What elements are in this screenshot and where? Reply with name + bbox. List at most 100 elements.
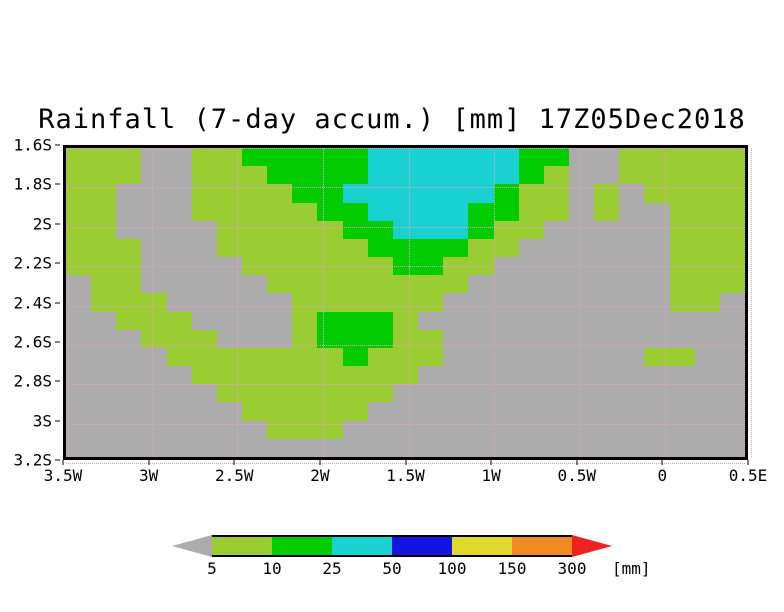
heatmap-cell-r11-c12 xyxy=(368,348,393,366)
heatmap-cell-r15-c1 xyxy=(91,421,116,439)
heatmap-cell-r8-c25 xyxy=(695,293,720,311)
heatmap-cell-r8-c21 xyxy=(594,293,619,311)
heatmap-cell-r13-c14 xyxy=(418,384,443,402)
x-axis-tick-mark-5 xyxy=(491,460,492,465)
heatmap-cell-r11-c23 xyxy=(644,348,669,366)
x-axis-tick-label-6: 0.5W xyxy=(557,466,596,485)
heatmap-cell-r8-c17 xyxy=(494,293,519,311)
heatmap-cell-r10-c17 xyxy=(494,330,519,348)
heatmap-cell-r5-c12 xyxy=(368,239,393,257)
heatmap-cell-r9-c5 xyxy=(192,312,217,330)
heatmap-cell-r8-c23 xyxy=(644,293,669,311)
heatmap-cell-r0-c12 xyxy=(368,148,393,166)
heatmap-cell-r1-c25 xyxy=(695,166,720,184)
heatmap-cell-r2-c19 xyxy=(544,184,569,202)
rainfall-heatmap xyxy=(63,145,748,460)
heatmap-cell-r14-c16 xyxy=(468,402,493,420)
heatmap-cell-r7-c23 xyxy=(644,275,669,293)
heatmap-cell-r11-c1 xyxy=(91,348,116,366)
heatmap-cell-r1-c17 xyxy=(494,166,519,184)
heatmap-cell-r5-c0 xyxy=(66,239,91,257)
heatmap-cell-r14-c19 xyxy=(544,402,569,420)
heatmap-cell-r11-c24 xyxy=(670,348,695,366)
heatmap-cell-r0-c24 xyxy=(670,148,695,166)
heatmap-cell-r4-c21 xyxy=(594,221,619,239)
heatmap-cell-r1-c1 xyxy=(91,166,116,184)
heatmap-cell-r4-c13 xyxy=(393,221,418,239)
heatmap-cell-r4-c14 xyxy=(418,221,443,239)
heatmap-cell-r14-c4 xyxy=(167,402,192,420)
heatmap-cell-r12-c6 xyxy=(217,366,242,384)
heatmap-cell-r13-c15 xyxy=(443,384,468,402)
heatmap-cell-r3-c1 xyxy=(91,203,116,221)
heatmap-cell-r8-c1 xyxy=(91,293,116,311)
heatmap-cell-r15-c26 xyxy=(720,421,745,439)
heatmap-cell-r1-c0 xyxy=(66,166,91,184)
heatmap-cell-r10-c5 xyxy=(192,330,217,348)
heatmap-cell-r3-c6 xyxy=(217,203,242,221)
heatmap-cell-r9-c12 xyxy=(368,312,393,330)
heatmap-cell-r13-c3 xyxy=(141,384,166,402)
heatmap-cell-r10-c25 xyxy=(695,330,720,348)
heatmap-cell-r2-c14 xyxy=(418,184,443,202)
heatmap-cell-r3-c3 xyxy=(141,203,166,221)
heatmap-cell-r8-c4 xyxy=(167,293,192,311)
heatmap-cell-r4-c25 xyxy=(695,221,720,239)
heatmap-cell-r4-c4 xyxy=(167,221,192,239)
heatmap-cell-r6-c9 xyxy=(292,257,317,275)
heatmap-cell-r6-c1 xyxy=(91,257,116,275)
heatmap-cell-r4-c22 xyxy=(619,221,644,239)
heatmap-cell-r1-c4 xyxy=(167,166,192,184)
heatmap-cell-r14-c10 xyxy=(317,402,342,420)
heatmap-cell-r2-c23 xyxy=(644,184,669,202)
heatmap-cell-r3-c23 xyxy=(644,203,669,221)
heatmap-cell-r6-c20 xyxy=(569,257,594,275)
heatmap-cell-r11-c7 xyxy=(242,348,267,366)
heatmap-cell-r16-c13 xyxy=(393,439,418,457)
heatmap-cell-r11-c21 xyxy=(594,348,619,366)
heatmap-cell-r16-c14 xyxy=(418,439,443,457)
heatmap-cell-r16-c4 xyxy=(167,439,192,457)
heatmap-cell-r8-c12 xyxy=(368,293,393,311)
heatmap-cell-r0-c11 xyxy=(343,148,368,166)
heatmap-cell-r16-c20 xyxy=(569,439,594,457)
heatmap-cell-r11-c14 xyxy=(418,348,443,366)
heatmap-cell-r10-c10 xyxy=(317,330,342,348)
heatmap-cell-r5-c6 xyxy=(217,239,242,257)
heatmap-cell-r2-c20 xyxy=(569,184,594,202)
heatmap-cell-r9-c11 xyxy=(343,312,368,330)
heatmap-cell-r11-c2 xyxy=(116,348,141,366)
heatmap-cell-r9-c8 xyxy=(267,312,292,330)
x-axis-tick-label-3: 2W xyxy=(310,466,329,485)
heatmap-cell-r15-c15 xyxy=(443,421,468,439)
heatmap-cell-r2-c3 xyxy=(141,184,166,202)
heatmap-cell-r0-c9 xyxy=(292,148,317,166)
heatmap-cell-r2-c5 xyxy=(192,184,217,202)
y-axis-tick-label-6: 2.8S xyxy=(13,372,52,391)
heatmap-cell-r5-c20 xyxy=(569,239,594,257)
heatmap-cell-r15-c21 xyxy=(594,421,619,439)
heatmap-cell-r13-c21 xyxy=(594,384,619,402)
heatmap-cell-r0-c17 xyxy=(494,148,519,166)
heatmap-cell-r15-c6 xyxy=(217,421,242,439)
x-axis-tick-label-7: 0 xyxy=(658,466,668,485)
heatmap-cell-r4-c7 xyxy=(242,221,267,239)
heatmap-cell-r13-c23 xyxy=(644,384,669,402)
colorbar-tick-300: 300 xyxy=(558,559,587,578)
heatmap-cell-r8-c22 xyxy=(619,293,644,311)
heatmap-cell-r3-c17 xyxy=(494,203,519,221)
heatmap-cell-r7-c26 xyxy=(720,275,745,293)
heatmap-cell-r9-c13 xyxy=(393,312,418,330)
heatmap-cell-r10-c24 xyxy=(670,330,695,348)
heatmap-cell-r12-c15 xyxy=(443,366,468,384)
heatmap-cell-r9-c20 xyxy=(569,312,594,330)
x-axis-tick-mark-4 xyxy=(405,460,406,465)
heatmap-cell-r0-c3 xyxy=(141,148,166,166)
heatmap-cell-r1-c22 xyxy=(619,166,644,184)
heatmap-cell-r6-c4 xyxy=(167,257,192,275)
heatmap-cell-r12-c25 xyxy=(695,366,720,384)
x-axis-tick-mark-1 xyxy=(148,460,149,465)
heatmap-cell-r16-c3 xyxy=(141,439,166,457)
heatmap-cell-r6-c23 xyxy=(644,257,669,275)
heatmap-cell-r0-c22 xyxy=(619,148,644,166)
